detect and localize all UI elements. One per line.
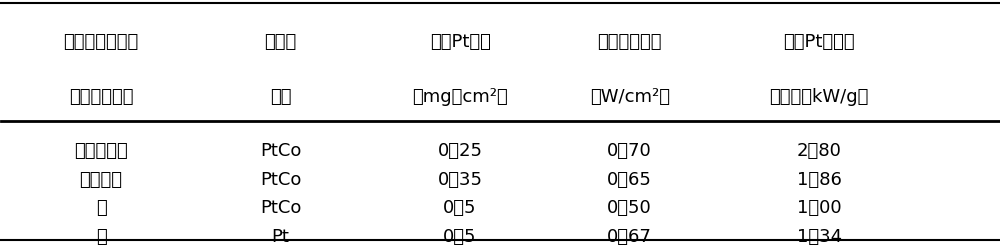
Text: 0．35: 0．35 xyxy=(438,171,483,188)
Text: （W/cm²）: （W/cm²） xyxy=(590,88,670,106)
Text: 单位Pt最大输: 单位Pt最大输 xyxy=(783,33,855,51)
Text: 最佳Pt载量: 最佳Pt载量 xyxy=(430,33,491,51)
Text: 出功率（kW/g）: 出功率（kW/g） xyxy=(769,88,869,106)
Text: 1．00: 1．00 xyxy=(797,199,841,217)
Text: 合金催化剂去合: 合金催化剂去合 xyxy=(63,33,139,51)
Text: PtCo: PtCo xyxy=(260,199,301,217)
Text: 常规方法: 常规方法 xyxy=(80,171,123,188)
Text: 0．25: 0．25 xyxy=(438,142,483,160)
Text: 0．65: 0．65 xyxy=(607,171,652,188)
Text: 本提案方法: 本提案方法 xyxy=(74,142,128,160)
Text: 无: 无 xyxy=(96,199,106,217)
Text: PtCo: PtCo xyxy=(260,142,301,160)
Text: 2．80: 2．80 xyxy=(797,142,842,160)
Text: 1．86: 1．86 xyxy=(797,171,842,188)
Text: 0．67: 0．67 xyxy=(607,228,652,246)
Text: 0．5: 0．5 xyxy=(443,199,477,217)
Text: 金化处理方法: 金化处理方法 xyxy=(69,88,133,106)
Text: 0．50: 0．50 xyxy=(607,199,652,217)
Text: 组分: 组分 xyxy=(270,88,291,106)
Text: 1．34: 1．34 xyxy=(797,228,842,246)
Text: （mg／cm²）: （mg／cm²） xyxy=(412,88,508,106)
Text: Pt: Pt xyxy=(272,228,290,246)
Text: 0．5: 0．5 xyxy=(443,228,477,246)
Text: 最大输出功率: 最大输出功率 xyxy=(597,33,662,51)
Text: 0．70: 0．70 xyxy=(607,142,652,160)
Text: PtCo: PtCo xyxy=(260,171,301,188)
Text: 无: 无 xyxy=(96,228,106,246)
Text: 催化剂: 催化剂 xyxy=(264,33,297,51)
